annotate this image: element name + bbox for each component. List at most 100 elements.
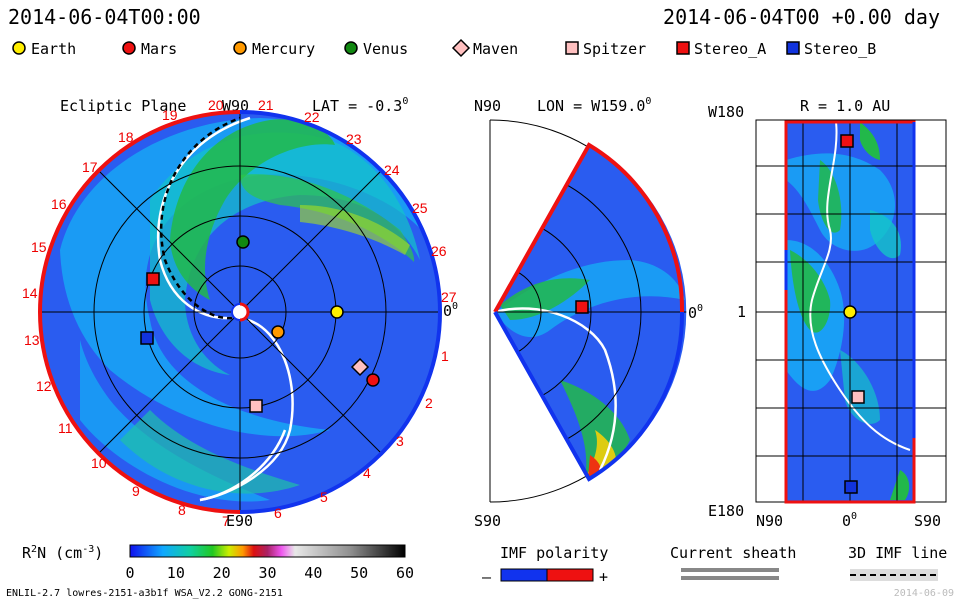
meridional-bottom-label: S90 — [474, 512, 501, 530]
carrington-tick-6: 6 — [274, 505, 282, 521]
colorbar-tick-50: 50 — [350, 564, 368, 582]
maven-marker-icon — [451, 38, 471, 58]
carrington-tick-17: 17 — [82, 159, 98, 175]
legend-mars-label: Mars — [141, 40, 177, 58]
radial-earth-marker — [843, 305, 857, 319]
colorbar-ticks: 0 10 20 30 40 50 60 — [125, 564, 414, 582]
radial-middle-left-label: 1 — [737, 303, 746, 321]
radial-density-map — [786, 122, 914, 502]
venus-marker — [236, 235, 250, 249]
mercury-marker — [271, 325, 285, 339]
footer-run-info: ENLIL-2.7 lowres-2151-a3b1f WSA_V2.2 GON… — [6, 588, 283, 599]
carrington-tick-16: 16 — [51, 196, 67, 212]
legend-earth-label: Earth — [31, 40, 76, 58]
colorbar-tick-0: 0 — [125, 564, 134, 582]
stereo-b-marker — [140, 331, 154, 345]
legend-spitzer: Spitzer — [565, 40, 646, 58]
legend-earth: Earth — [12, 40, 76, 58]
carrington-ticks: 1 2 3 4 5 6 8 9 10 11 12 13 14 15 16 17 … — [22, 97, 457, 529]
stereo-a-marker — [146, 272, 160, 286]
header-time-offset: 2014-06-04T00 +0.00 day — [663, 5, 940, 29]
meridional-top-label: N90 — [474, 97, 501, 115]
colorbar-label: R2N (cm-3) — [22, 544, 103, 562]
legend-stereo-a-label: Stereo_A — [694, 40, 766, 58]
carrington-tick-18: 18 — [118, 129, 134, 145]
colorbar-tick-30: 30 — [258, 564, 276, 582]
carrington-tick-11: 11 — [58, 420, 73, 436]
ecliptic-right-label: 00 — [443, 301, 458, 320]
imf-negative-swatch — [500, 568, 548, 582]
header-timestamp: 2014-06-04T00:00 — [8, 5, 201, 29]
carrington-tick-8: 8 — [178, 502, 186, 518]
legend-mercury: Mercury — [233, 40, 315, 58]
carrington-tick-10: 10 — [91, 455, 107, 471]
carrington-tick-23: 23 — [346, 131, 362, 147]
carrington-tick-21: 21 — [258, 97, 274, 113]
legend-stereo-a: Stereo_A — [676, 40, 766, 58]
ecliptic-panel: Ecliptic Plane W90 LAT = -0.30 — [22, 96, 458, 530]
mars-marker-icon — [122, 41, 136, 55]
legend-spitzer-label: Spitzer — [583, 40, 646, 58]
stereo-a-marker-icon — [676, 41, 690, 55]
carrington-tick-9: 9 — [132, 483, 140, 499]
current-sheath-swatch-top — [681, 568, 779, 572]
imf-minus-label: – — [482, 568, 492, 586]
radial-axis-n90: N90 — [756, 512, 783, 530]
colorbar: R2N (cm-3) 0 10 20 30 40 50 60 — [22, 544, 414, 582]
meridional-stereo-a-marker — [575, 300, 589, 314]
legend-venus-label: Venus — [363, 40, 408, 58]
meridional-lon-label: LON = W159.00 — [537, 96, 651, 115]
ecliptic-lat-label: LAT = -0.30 — [312, 96, 408, 115]
spitzer-marker-icon — [565, 41, 579, 55]
carrington-tick-12: 12 — [36, 378, 52, 394]
carrington-tick-13: 13 — [24, 332, 40, 348]
legend-stereo-b: Stereo_B — [786, 40, 876, 58]
stereo-b-marker-icon — [786, 41, 800, 55]
carrington-tick-7: 7 — [222, 513, 230, 529]
legend-mars: Mars — [122, 40, 177, 58]
carrington-tick-14: 14 — [22, 285, 38, 301]
imf-legend: IMF polarity – + Current sheath 3D IMF l… — [482, 544, 947, 586]
carrington-tick-24: 24 — [384, 162, 400, 178]
radial-axis-0: 00 — [842, 511, 857, 530]
footer-date: 2014-06-09 — [894, 588, 954, 599]
mars-marker — [366, 373, 380, 387]
current-sheath-swatch-bottom — [681, 576, 779, 580]
carrington-tick-22: 22 — [304, 109, 320, 125]
colorbar-tick-60: 60 — [396, 564, 414, 582]
radial-bottom-left-label: E180 — [708, 502, 744, 520]
legend-venus: Venus — [344, 40, 408, 58]
earth-marker-icon — [12, 41, 26, 55]
carrington-tick-25: 25 — [412, 200, 428, 216]
colorbar-tick-40: 40 — [304, 564, 322, 582]
imf-positive-swatch — [546, 568, 594, 582]
ecliptic-title: Ecliptic Plane — [60, 97, 186, 115]
legend-maven-label: Maven — [473, 40, 518, 58]
radial-stereo-b-marker — [844, 480, 858, 494]
colorbar-tick-10: 10 — [167, 564, 185, 582]
spitzer-marker — [249, 399, 263, 413]
earth-marker — [330, 305, 344, 319]
legend-mercury-label: Mercury — [252, 40, 315, 58]
carrington-tick-20: 20 — [208, 97, 224, 113]
radial-axis-s90: S90 — [914, 512, 941, 530]
radial-stereo-a-marker — [840, 134, 854, 148]
colorbar-gradient — [129, 544, 406, 558]
imf-line-title: 3D IMF line — [848, 544, 947, 562]
legend-maven: Maven — [451, 38, 518, 58]
ecliptic-bottom-label: E90 — [226, 512, 253, 530]
carrington-tick-2: 2 — [425, 395, 433, 411]
carrington-tick-19: 19 — [162, 107, 178, 123]
radial-panel: R = 1.0 AU W180 E180 1 — [708, 97, 947, 530]
imf-plus-label: + — [599, 568, 608, 586]
body-legend: Earth Mars Mercury Venus Maven Spitzer S… — [12, 38, 876, 58]
radial-spitzer-marker — [851, 390, 865, 404]
mercury-marker-icon — [233, 41, 247, 55]
maven-marker — [350, 357, 370, 377]
colorbar-tick-20: 20 — [213, 564, 231, 582]
carrington-tick-4: 4 — [363, 465, 371, 481]
radial-r-label: R = 1.0 AU — [800, 97, 890, 115]
legend-stereo-b-label: Stereo_B — [804, 40, 876, 58]
radial-top-left-label: W180 — [708, 103, 744, 121]
